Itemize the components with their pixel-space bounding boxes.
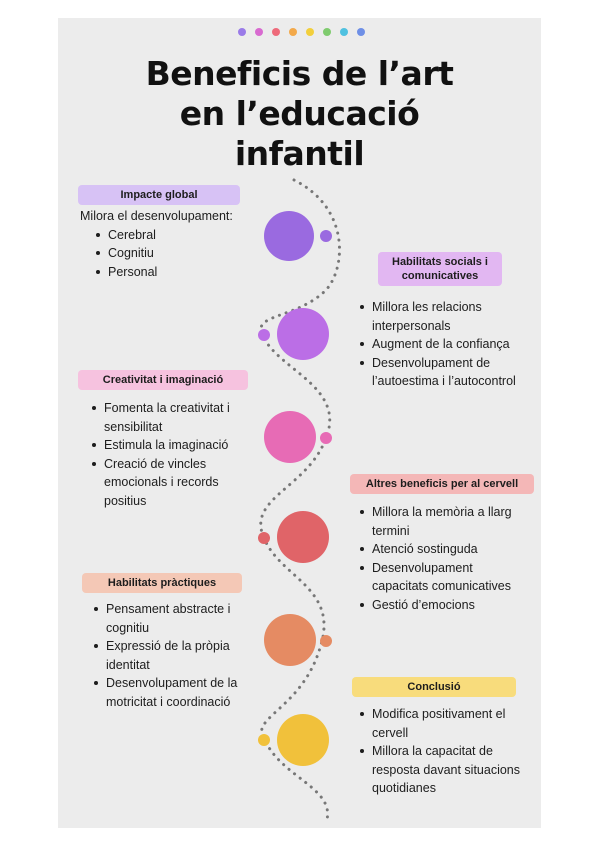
list-item: Estimula la imaginació xyxy=(90,436,262,455)
cervell-list: Millora la memòria a llarg termini Atenc… xyxy=(358,503,518,614)
header-dot xyxy=(323,28,331,36)
list-item: Millora la memòria a llarg termini xyxy=(358,503,518,540)
cervell-block: Millora la memòria a llarg termini Atenc… xyxy=(358,503,518,614)
conclusio-block: Modifica positivament el cervell Millora… xyxy=(358,705,528,798)
heading-altres-beneficis: Altres beneficis per al cervell xyxy=(350,474,534,494)
connector-dot xyxy=(258,734,270,746)
header-dot xyxy=(255,28,263,36)
header-dot xyxy=(306,28,314,36)
red-circle xyxy=(277,511,329,563)
connector-dot xyxy=(320,230,332,242)
impacte-global-block: Milora el desenvolupament: Cerebral Cogn… xyxy=(80,207,270,281)
list-item: Creació de vincles emocionals i records … xyxy=(90,455,262,511)
heading-habilitats-practiques: Habilitats pràctiques xyxy=(82,573,242,593)
title-line-1: Beneficis de l’art xyxy=(145,54,454,93)
purple-circle xyxy=(264,211,314,261)
creativitat-block: Fomenta la creativitat i sensibilitat Es… xyxy=(90,399,262,510)
infographic-poster: Beneficis de l’art en l’educació infanti… xyxy=(58,18,541,828)
impacte-intro: Milora el desenvolupament: xyxy=(80,209,233,223)
header-dot xyxy=(340,28,348,36)
title-line-2: en l’educació xyxy=(179,94,420,133)
list-item: Millora la capacitat de resposta davant … xyxy=(358,742,528,798)
heading-conclusio: Conclusió xyxy=(352,677,516,697)
list-item: Gestió d’emocions xyxy=(358,596,518,615)
practiques-list: Pensament abstracte i cognitiu Expressió… xyxy=(92,600,242,711)
heading-creativitat: Creativitat i imaginació xyxy=(78,370,248,390)
page-title: Beneficis de l’art en l’educació infanti… xyxy=(58,54,541,174)
yellow-circle xyxy=(277,714,329,766)
violet-circle xyxy=(277,308,329,360)
connector-dot xyxy=(258,532,270,544)
creativitat-list: Fomenta la creativitat i sensibilitat Es… xyxy=(90,399,262,510)
list-item: Atenció sostinguda xyxy=(358,540,518,559)
title-line-3: infantil xyxy=(234,134,365,173)
header-dots xyxy=(58,28,541,38)
list-item: Fomenta la creativitat i sensibilitat xyxy=(90,399,262,436)
list-item: Cognitiu xyxy=(94,244,270,263)
pink-circle xyxy=(264,411,316,463)
orange-circle xyxy=(264,614,316,666)
list-item: Pensament abstracte i cognitiu xyxy=(92,600,242,637)
header-dot xyxy=(289,28,297,36)
list-item: Expressió de la pròpia identitat xyxy=(92,637,242,674)
connector-dot xyxy=(320,432,332,444)
header-dot xyxy=(238,28,246,36)
practiques-block: Pensament abstracte i cognitiu Expressió… xyxy=(92,600,242,711)
header-dot xyxy=(357,28,365,36)
header-dot xyxy=(272,28,280,36)
socials-block: Millora les relacions interpersonals Aug… xyxy=(358,298,518,391)
connector-dot xyxy=(258,329,270,341)
socials-list: Millora les relacions interpersonals Aug… xyxy=(358,298,518,391)
list-item: Desenvolupament capacitats comunicatives xyxy=(358,559,518,596)
list-item: Modifica positivament el cervell xyxy=(358,705,528,742)
connector-dot xyxy=(320,635,332,647)
dotted-wavy-path xyxy=(259,178,341,825)
list-item: Desenvolupament de l’autoestima i l’auto… xyxy=(358,354,518,391)
list-item: Desenvolupament de la motricitat i coord… xyxy=(92,674,242,711)
list-item: Cerebral xyxy=(94,226,270,245)
list-item: Augment de la confiança xyxy=(358,335,518,354)
impacte-list: Cerebral Cognitiu Personal xyxy=(94,226,270,282)
list-item: Personal xyxy=(94,263,270,282)
list-item: Millora les relacions interpersonals xyxy=(358,298,518,335)
heading-impacte-global: Impacte global xyxy=(78,185,240,205)
heading-habilitats-socials: Habilitats socials i comunicatives xyxy=(378,252,502,286)
conclusio-list: Modifica positivament el cervell Millora… xyxy=(358,705,528,798)
